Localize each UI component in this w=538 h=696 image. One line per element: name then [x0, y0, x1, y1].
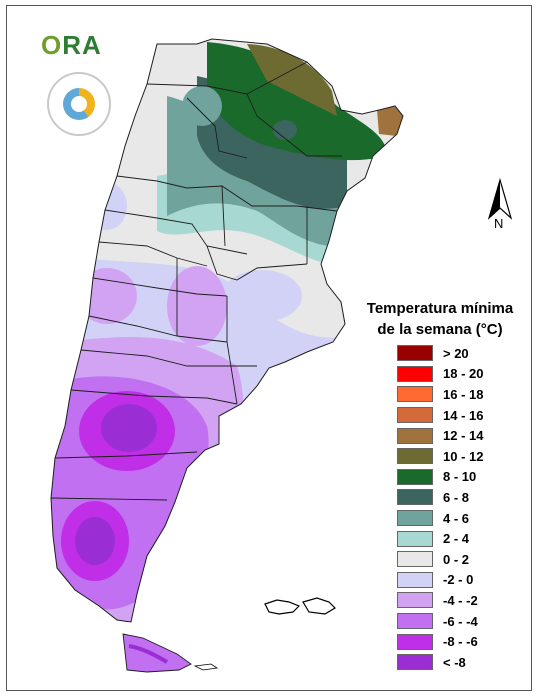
legend-item: 14 - 16	[397, 405, 483, 426]
zone-6-8-patch	[273, 120, 297, 140]
legend-swatch	[397, 613, 433, 630]
legend-item: -2 - 0	[397, 570, 483, 591]
legend-item: > 20	[397, 343, 483, 364]
ora-logo: ORA	[41, 30, 102, 60]
legend-swatch	[397, 407, 433, 424]
legend-swatch	[397, 468, 433, 485]
legend-label: 16 - 18	[443, 386, 484, 402]
legend-item: -8 - -6	[397, 631, 483, 652]
legend-label: 0 - 2	[443, 551, 470, 567]
legend-item: 10 - 12	[397, 446, 483, 467]
legend-label: < -8	[443, 654, 466, 670]
legend-label: > 20	[443, 345, 469, 361]
zone-below-minus8-a	[101, 404, 157, 452]
zone-12-14	[377, 106, 403, 136]
province-borders	[50, 61, 342, 501]
legend-label: 12 - 14	[443, 428, 484, 444]
legend-label: 10 - 12	[443, 448, 484, 464]
legend-title-line1: Temperatura mínima	[366, 300, 514, 317]
zone-8-10	[207, 42, 387, 161]
legend-item: 0 - 2	[397, 549, 483, 570]
map-frame: ORA N Temperatura mínima de la semana (°…	[6, 5, 532, 691]
legend-swatch	[397, 571, 433, 588]
legend-label: 4 - 6	[443, 510, 470, 526]
zone-minus2-0-patch	[222, 270, 302, 322]
zone-minus4-minus2-west	[77, 268, 137, 324]
legend: > 20 18 - 20 16 - 18 14 - 16 12 - 14 10 - 12 8…	[397, 343, 483, 673]
zone-minus2-0-west	[87, 182, 127, 230]
legend-swatch	[397, 530, 433, 547]
legend-swatch	[397, 386, 433, 403]
legend-swatch	[397, 345, 433, 362]
legend-label: 8 - 10	[443, 469, 477, 485]
legend-label: -2 - 0	[443, 572, 474, 588]
legend-label: -8 - -6	[443, 634, 478, 650]
legend-label: 2 - 4	[443, 531, 470, 547]
legend-item: 18 - 20	[397, 364, 483, 385]
north-label: N	[494, 216, 504, 231]
legend-item: -6 - -4	[397, 611, 483, 632]
legend-item: 12 - 14	[397, 425, 483, 446]
zone-4-6-patch	[182, 86, 222, 126]
legend-swatch	[397, 654, 433, 671]
legend-item: 2 - 4	[397, 528, 483, 549]
legend-item: < -8	[397, 652, 483, 673]
legend-title-line2: de la semana (°C)	[377, 321, 503, 338]
argentina-temperature-map	[50, 38, 404, 673]
legend-swatch	[397, 489, 433, 506]
north-arrow-icon	[487, 178, 513, 220]
zone-10-12	[247, 44, 337, 116]
legend-swatch	[397, 427, 433, 444]
tierra-del-fuego	[122, 633, 192, 673]
malvinas-islands	[264, 597, 336, 615]
zone-minus4-minus2-center	[167, 266, 227, 346]
legend-item: 4 - 6	[397, 508, 483, 529]
legend-label: 6 - 8	[443, 489, 470, 505]
legend-swatch	[397, 633, 433, 650]
legend-label: -6 - -4	[443, 613, 478, 629]
legend-swatch	[397, 448, 433, 465]
zone-below-minus8-b	[75, 517, 115, 565]
legend-swatch	[397, 551, 433, 568]
legend-item: -4 - -2	[397, 590, 483, 611]
legend-title: Temperatura mínima de la semana (°C)	[345, 298, 531, 340]
legend-swatch	[397, 365, 433, 382]
legend-item: 6 - 8	[397, 487, 483, 508]
legend-item: 16 - 18	[397, 384, 483, 405]
legend-label: 18 - 20	[443, 366, 484, 382]
legend-item: 8 - 10	[397, 467, 483, 488]
smn-seal-logo	[47, 72, 111, 136]
legend-label: -4 - -2	[443, 592, 478, 608]
legend-swatch	[397, 510, 433, 527]
legend-label: 14 - 16	[443, 407, 484, 423]
legend-swatch	[397, 592, 433, 609]
